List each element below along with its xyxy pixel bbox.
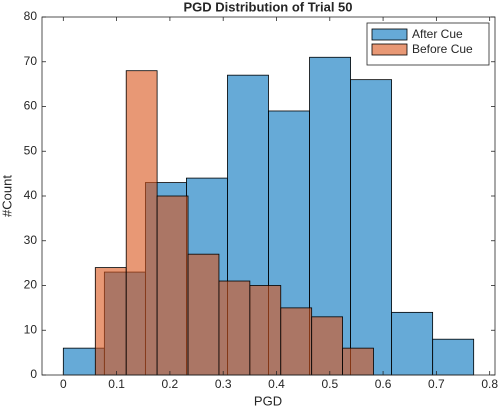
y-tick-label: 20 [24, 278, 38, 292]
bar [249, 285, 282, 376]
y-tick-label: 70 [24, 54, 38, 68]
x-tick-label: 0.1 [108, 377, 125, 391]
y-tick-label: 0 [30, 367, 37, 381]
x-axis-label: PGD [254, 393, 282, 408]
x-tick-label: 0.7 [428, 377, 445, 391]
y-tick-label: 80 [24, 9, 38, 23]
chart-title: PGD Distribution of Trial 50 [183, 0, 352, 14]
bar [432, 338, 475, 376]
x-tick-label: 0.5 [321, 377, 338, 391]
y-axis-label: #Count [0, 175, 14, 217]
bar [94, 267, 127, 376]
y-tick-label: 40 [24, 188, 38, 202]
bar [342, 347, 374, 376]
bar [218, 280, 251, 376]
bar [311, 316, 343, 376]
legend-swatch [371, 28, 408, 41]
legend-label: After Cue [412, 27, 463, 41]
x-tick-label: 0.6 [375, 377, 392, 391]
bar [280, 307, 313, 376]
y-tick-label: 10 [24, 322, 38, 336]
legend-label: Before Cue [412, 42, 473, 56]
bar [391, 311, 434, 376]
bar [125, 70, 158, 376]
bar [187, 253, 220, 376]
bar [350, 79, 393, 376]
x-tick-label: 0.4 [268, 377, 285, 391]
x-tick-label: 0.3 [215, 377, 232, 391]
x-tick-label: 0.2 [162, 377, 179, 391]
x-tick-label: 0 [60, 377, 67, 391]
legend-swatch [371, 43, 408, 56]
x-tick-label: 0.8 [481, 377, 498, 391]
bar [156, 195, 189, 376]
y-tick-label: 30 [24, 233, 38, 247]
y-tick-label: 50 [24, 143, 38, 157]
y-tick-label: 60 [24, 99, 38, 113]
